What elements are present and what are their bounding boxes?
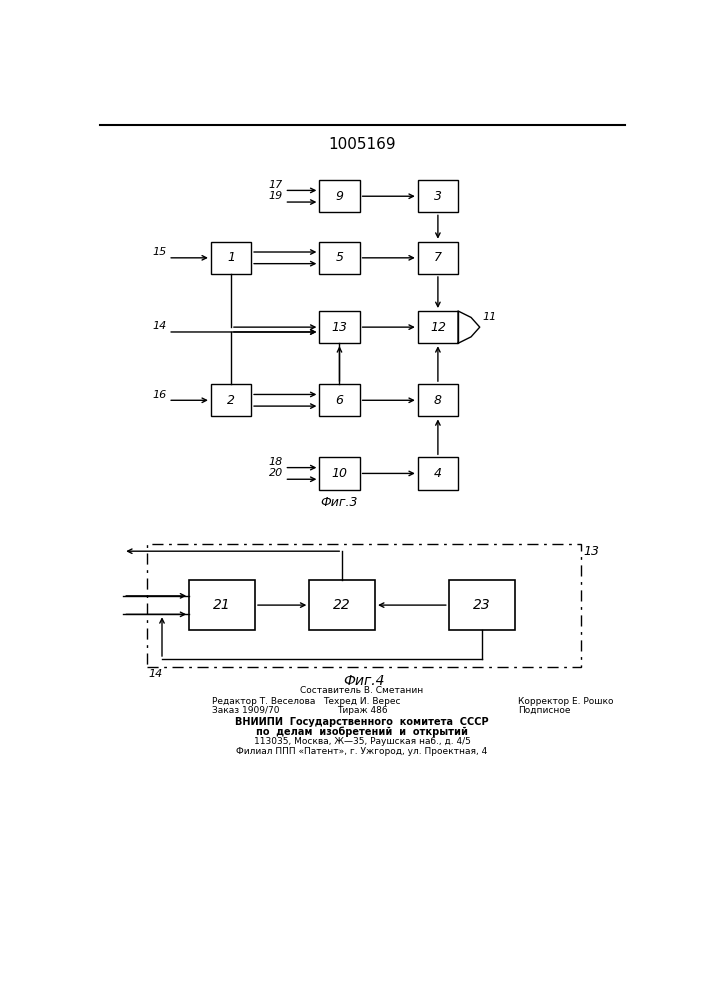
- Text: 16: 16: [153, 390, 167, 400]
- Text: 3: 3: [434, 190, 442, 203]
- Bar: [320, 242, 360, 274]
- Text: Корректор Е. Рошко: Корректор Е. Рошко: [518, 697, 614, 706]
- Text: 2: 2: [227, 394, 235, 407]
- Bar: [418, 311, 458, 343]
- Bar: [418, 180, 458, 212]
- Text: по  делам  изобретений  и  открытий: по делам изобретений и открытий: [256, 727, 468, 737]
- Text: 21: 21: [214, 598, 231, 612]
- Text: 6: 6: [336, 394, 344, 407]
- Bar: [189, 580, 255, 630]
- Bar: [309, 580, 375, 630]
- Text: Редактор Т. Веселова: Редактор Т. Веселова: [212, 697, 316, 706]
- Bar: [211, 242, 251, 274]
- Text: 19: 19: [269, 191, 283, 201]
- Text: Филиал ППП «Патент», г. Ужгород, ул. Проектная, 4: Филиал ППП «Патент», г. Ужгород, ул. Про…: [236, 747, 488, 756]
- Bar: [211, 384, 251, 416]
- Text: 22: 22: [333, 598, 351, 612]
- Bar: [320, 180, 360, 212]
- Text: Техред И. Верес: Техред И. Верес: [323, 697, 401, 706]
- Bar: [418, 242, 458, 274]
- Text: 20: 20: [269, 468, 283, 478]
- Text: 14: 14: [148, 669, 163, 679]
- Bar: [418, 384, 458, 416]
- Text: 10: 10: [332, 467, 347, 480]
- Text: Тираж 486: Тираж 486: [337, 706, 387, 715]
- Bar: [320, 311, 360, 343]
- Text: Фиг.4: Фиг.4: [343, 674, 384, 688]
- Text: Заказ 1909/70: Заказ 1909/70: [212, 706, 280, 715]
- Text: 23: 23: [473, 598, 491, 612]
- Text: 5: 5: [336, 251, 344, 264]
- Text: ВНИИПИ  Государственного  комитета  СССР: ВНИИПИ Государственного комитета СССР: [235, 717, 489, 727]
- Text: 11: 11: [482, 312, 496, 322]
- Text: 7: 7: [434, 251, 442, 264]
- Bar: [320, 384, 360, 416]
- Bar: [449, 580, 515, 630]
- Text: 13: 13: [332, 321, 347, 334]
- Text: 113035, Москва, Ж—35, Раушская наб., д. 4/5: 113035, Москва, Ж—35, Раушская наб., д. …: [254, 737, 470, 746]
- Text: 15: 15: [153, 247, 167, 257]
- Text: 18: 18: [269, 457, 283, 467]
- Text: 13: 13: [583, 545, 600, 558]
- Text: 12: 12: [430, 321, 446, 334]
- Text: 1005169: 1005169: [328, 137, 396, 152]
- Text: 8: 8: [434, 394, 442, 407]
- Text: Составитель В. Сметанин: Составитель В. Сметанин: [300, 686, 423, 695]
- Text: 14: 14: [153, 321, 167, 331]
- Bar: [418, 457, 458, 490]
- Bar: [146, 544, 580, 667]
- Bar: [320, 457, 360, 490]
- Text: 9: 9: [336, 190, 344, 203]
- Text: 17: 17: [269, 180, 283, 190]
- Text: 1: 1: [227, 251, 235, 264]
- Text: Фиг.3: Фиг.3: [321, 496, 358, 509]
- Text: Подписное: Подписное: [518, 706, 571, 715]
- Text: 4: 4: [434, 467, 442, 480]
